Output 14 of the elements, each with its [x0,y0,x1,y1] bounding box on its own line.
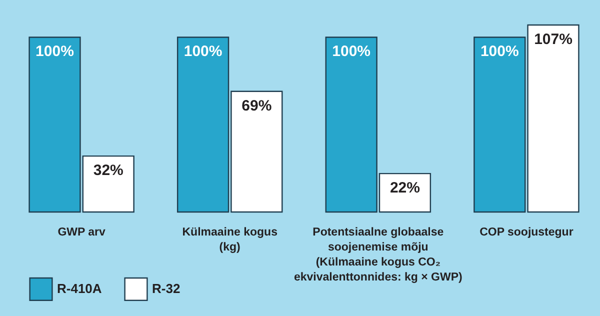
x-tick-label: Potentsiaalne globaalse soojenemise mõju (Külmaaine kogus CO₂ ekvivalenttonnides: kg × GWP) [294,226,463,284]
data-label: 107% [534,31,572,48]
data-label: 100% [480,43,519,60]
legend-label: R-32 [152,281,180,296]
x-tick-label: GWP arv [58,226,106,238]
x-tick-label: Külmaaine kogus (kg) [182,226,278,254]
x-tick-label: COP soojustegur [480,226,574,238]
data-label: 69% [242,97,272,114]
data-label: 100% [184,43,222,60]
legend-label: R-410A [57,281,102,296]
data-label: 100% [332,43,371,60]
data-label: 32% [93,162,124,180]
data-label: 100% [36,43,74,60]
data-label: 22% [390,180,420,197]
